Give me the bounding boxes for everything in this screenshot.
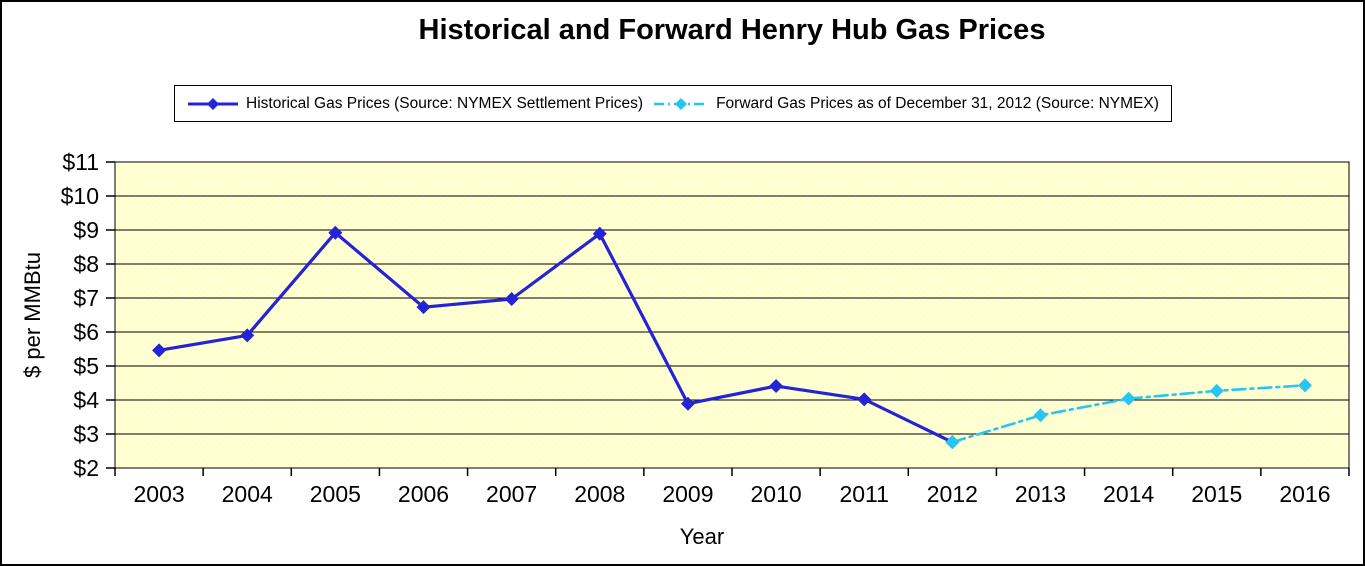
- svg-text:2008: 2008: [574, 481, 625, 507]
- y-axis-title: $ per MMBtu: [20, 252, 45, 378]
- svg-text:2016: 2016: [1279, 481, 1330, 507]
- legend-item-historical: Historical Gas Prices (Source: NYMEX Set…: [187, 95, 643, 113]
- svg-text:$10: $10: [61, 183, 99, 209]
- svg-text:$7: $7: [73, 285, 99, 311]
- svg-text:$9: $9: [73, 217, 99, 243]
- forward-line-marker-icon: [654, 97, 709, 110]
- historical-line-marker-icon: [188, 97, 238, 110]
- svg-text:$8: $8: [73, 251, 99, 277]
- svg-text:2011: 2011: [839, 481, 888, 507]
- svg-text:$5: $5: [73, 353, 99, 379]
- svg-text:$3: $3: [73, 421, 99, 447]
- legend: Historical Gas Prices (Source: NYMEX Set…: [174, 85, 1172, 122]
- svg-text:2013: 2013: [1015, 481, 1066, 507]
- svg-text:$6: $6: [73, 319, 99, 345]
- svg-text:2004: 2004: [222, 481, 273, 507]
- svg-text:2014: 2014: [1103, 481, 1154, 507]
- svg-text:2012: 2012: [927, 481, 978, 507]
- svg-text:2003: 2003: [133, 481, 184, 507]
- legend-label-historical: Historical Gas Prices (Source: NYMEX Set…: [246, 94, 644, 112]
- svg-text:2005: 2005: [310, 481, 361, 507]
- svg-text:2006: 2006: [398, 481, 449, 507]
- chart-title: Historical and Forward Henry Hub Gas Pri…: [418, 14, 1046, 46]
- svg-text:2009: 2009: [662, 481, 713, 507]
- svg-text:2007: 2007: [486, 481, 537, 507]
- x-axis-title: Year: [679, 524, 725, 549]
- svg-text:$4: $4: [73, 387, 99, 413]
- legend-label-forward: Forward Gas Prices as of December 31, 20…: [716, 94, 1159, 112]
- svg-text:$11: $11: [62, 149, 99, 175]
- svg-text:2010: 2010: [750, 481, 801, 507]
- svg-text:2015: 2015: [1191, 481, 1242, 507]
- legend-item-forward: Forward Gas Prices as of December 31, 20…: [653, 95, 1159, 113]
- svg-text:$2: $2: [73, 455, 99, 481]
